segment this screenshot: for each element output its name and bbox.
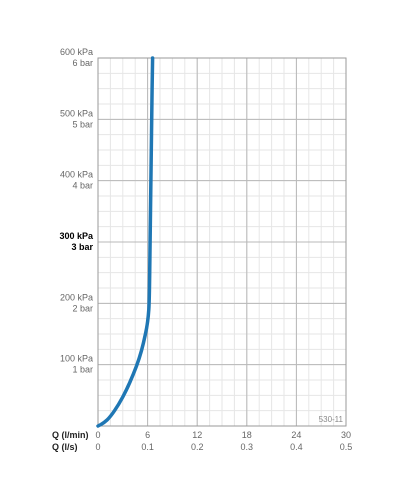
x-tick-label: 0.1 [141, 442, 154, 452]
x-tick-label: 0.5 [340, 442, 353, 452]
x-tick-label: 0.4 [290, 442, 303, 452]
x-axis-row-label: Q (l/s) [52, 442, 78, 452]
x-tick-label: 6 [145, 430, 150, 440]
x-tick-label: 0 [95, 430, 100, 440]
reference-code: 530-11 [319, 415, 344, 424]
y-tick-label-kpa: 400 kPa [60, 170, 93, 180]
plot-frame [97, 57, 347, 427]
y-tick-label-kpa: 600 kPa [60, 47, 93, 57]
y-tick-label-bar: 6 bar [72, 58, 93, 68]
y-tick-label-kpa: 500 kPa [60, 108, 93, 118]
x-axis-labels: Q (l/min) 0 6 12 18 24 30 Q (l/s) 0 0.1 0.2 0.3 0.4 0… [52, 430, 352, 452]
y-tick-label-bar: 5 bar [72, 119, 93, 129]
y-tick-label-kpa: 100 kPa [60, 354, 93, 364]
x-tick-label: 30 [341, 430, 351, 440]
y-tick-label-bar: 2 bar [72, 303, 93, 313]
x-tick-label: 0.2 [191, 442, 204, 452]
x-tick-label: 18 [242, 430, 252, 440]
flow-curve [96, 56, 155, 428]
y-tick-label-bar: 1 bar [72, 365, 93, 375]
x-tick-label: 0 [95, 442, 100, 452]
y-tick-label-kpa: 200 kPa [60, 292, 93, 302]
y-tick-label-bar: 3 bar [71, 242, 93, 252]
x-tick-label: 12 [192, 430, 202, 440]
y-tick-label-kpa: 300 kPa [59, 231, 94, 241]
y-tick-label-bar: 4 bar [72, 181, 93, 191]
x-axis-row-label: Q (l/min) [52, 430, 89, 440]
x-tick-label: 0.3 [241, 442, 254, 452]
x-tick-label: 24 [291, 430, 301, 440]
